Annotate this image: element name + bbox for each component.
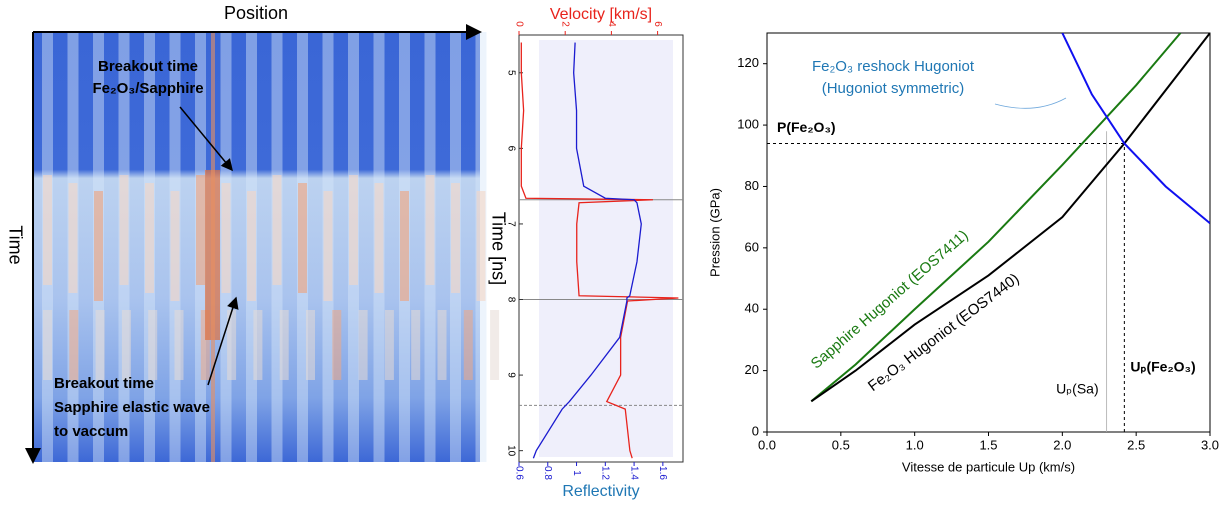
y-tick-label: 10 [505, 445, 516, 457]
stripe-hot [451, 183, 460, 293]
x-tick-label: 1.2 [600, 466, 611, 480]
y-tick-label: 5 [505, 70, 516, 76]
stripe-hot [306, 310, 315, 380]
stripe-hot [94, 191, 103, 301]
y-tick-label: 120 [737, 55, 759, 70]
series-note: (Hugoniot symmetric) [822, 80, 965, 97]
annotation: Sapphire elastic wave [54, 399, 210, 416]
x-tick-label: 0.6 [513, 466, 524, 480]
stripe-hot [279, 310, 289, 380]
x-tick-label: 0.8 [542, 466, 553, 480]
y-tick-label: 9 [505, 372, 516, 378]
stripe-hot [298, 183, 307, 293]
stripe-hot [69, 310, 79, 380]
x-tick-label: 2 [560, 21, 571, 27]
stripe-hot [384, 310, 394, 380]
x-tick-label: 2.5 [1127, 437, 1145, 452]
streak-image: Position Time Breakout time Fe₂O₃/Sapphi… [5, 3, 500, 464]
stripe-hot [43, 175, 52, 285]
series-line [810, 33, 1182, 403]
stripe-hot [174, 310, 184, 380]
x-label: Vitesse de particule Up (km/s) [902, 459, 1075, 474]
stripe-hot [323, 191, 333, 301]
stripe-hot [463, 310, 473, 380]
y-label: Time [ns] [488, 212, 508, 285]
annotation: to vaccum [54, 423, 128, 440]
hot-column [211, 32, 215, 462]
stripe-hot [490, 310, 500, 380]
stripe-hot [349, 175, 358, 285]
x-bottom-label: Reflectivity [562, 483, 639, 500]
x-top-label: Velocity [km/s] [550, 6, 652, 23]
annotation-arrow [179, 106, 233, 172]
y-label: Pression (GPa) [707, 188, 722, 277]
stripe-hot [374, 183, 384, 293]
x-tick-label: 1.5 [979, 437, 997, 452]
stripe-hot [247, 191, 256, 301]
error-band [539, 40, 673, 457]
y-tick-label: 7 [505, 221, 516, 227]
series-line [1061, 33, 1210, 225]
stripe-hot [253, 310, 263, 380]
stripe-hot [400, 191, 409, 301]
x-tick-label: 1 [571, 470, 582, 476]
guide-label: Uₚ(Fe₂O₃) [1130, 359, 1195, 375]
stripe-hot [119, 175, 129, 285]
annotation-arrow [994, 97, 1067, 109]
stripes [42, 32, 500, 462]
stripe-hot [196, 175, 205, 285]
x-tick-label: 6 [652, 21, 663, 27]
x-tick-label: 4 [606, 21, 617, 27]
stripe-hot [425, 175, 435, 285]
y-tick-label: 0 [752, 423, 759, 438]
y-tick-label: 20 [745, 362, 759, 377]
x-tick-label: 1.4 [628, 466, 639, 480]
annotation: Breakout time [98, 58, 198, 75]
stripe-hot [200, 310, 210, 380]
y-tick-label: 8 [505, 297, 516, 303]
series-label: Fe₂O₃ reshock Hugoniot [812, 58, 975, 75]
y-tick-label: 6 [505, 146, 516, 152]
time-label: Time [5, 225, 25, 264]
stripe-hot [227, 310, 237, 380]
x-tick-label: 1.6 [657, 466, 668, 480]
series-line [520, 42, 679, 459]
stripe-hot [221, 183, 231, 293]
stripe-hot [476, 191, 486, 301]
stripe-hot [437, 310, 447, 380]
guide-label: Uₚ(Sa) [1056, 381, 1099, 397]
stripe-hot [148, 310, 158, 380]
y-tick-label: 60 [745, 239, 759, 254]
stripe-hot [121, 310, 131, 380]
stripe-hot [170, 191, 180, 301]
y-tick-label: 100 [737, 117, 759, 132]
annotation-arrow [207, 296, 239, 386]
x-tick-label: 0 [513, 21, 524, 27]
guide-label: P(Fe₂O₃) [777, 119, 836, 135]
stripe-hot [411, 310, 421, 380]
stripe-hot [95, 310, 105, 380]
stripe-hot [272, 175, 282, 285]
plot-area [766, 32, 1211, 433]
position-label: Position [224, 3, 288, 23]
series-line [532, 42, 642, 459]
x-tick-label: 1.0 [906, 437, 924, 452]
stripe-hot [332, 310, 342, 380]
stripe-hot [358, 310, 368, 380]
stripe-hot [43, 310, 52, 380]
x-tick-label: 0.5 [832, 437, 850, 452]
x-tick-label: 0.0 [758, 437, 776, 452]
annotation: Fe₂O₃/Sapphire [92, 80, 203, 97]
y-tick-label: 80 [745, 178, 759, 193]
annotation: Breakout time [54, 375, 154, 392]
stripe-hot [145, 183, 154, 293]
y-tick-label: 40 [745, 301, 759, 316]
x-tick-label: 3.0 [1201, 437, 1219, 452]
stripe-hot [68, 183, 78, 293]
x-tick-label: 2.0 [1053, 437, 1071, 452]
